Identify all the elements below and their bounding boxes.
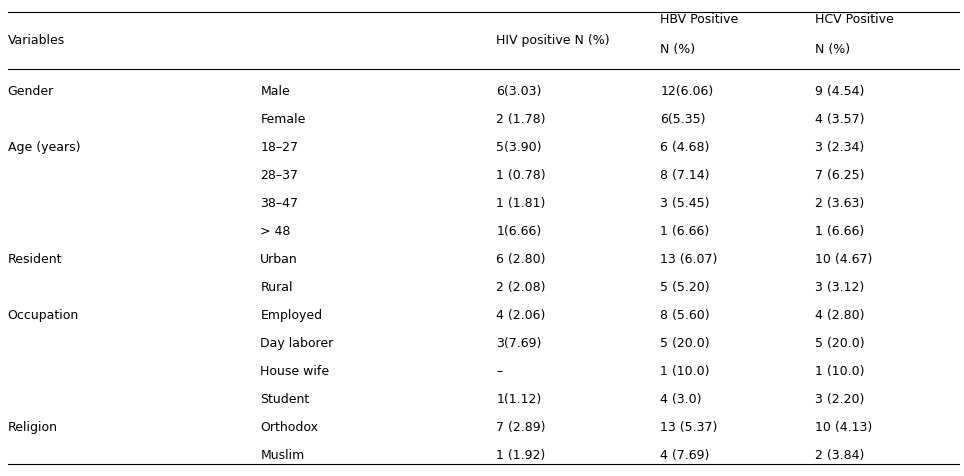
Text: 1 (6.66): 1 (6.66) — [660, 225, 710, 238]
Text: Rural: Rural — [260, 281, 293, 294]
Text: Urban: Urban — [260, 253, 298, 266]
Text: HCV Positive: HCV Positive — [815, 12, 894, 26]
Text: 6(5.35): 6(5.35) — [660, 113, 706, 126]
Text: 12(6.06): 12(6.06) — [660, 85, 713, 98]
Text: 5 (5.20): 5 (5.20) — [660, 281, 710, 294]
Text: 5 (20.0): 5 (20.0) — [660, 337, 710, 350]
Text: 9 (4.54): 9 (4.54) — [815, 85, 864, 98]
Text: Variables: Variables — [8, 34, 65, 47]
Text: Male: Male — [260, 85, 290, 98]
Text: Resident: Resident — [8, 253, 63, 266]
Text: Orthodox: Orthodox — [260, 421, 318, 434]
Text: 4 (7.69): 4 (7.69) — [660, 449, 710, 462]
Text: 38–47: 38–47 — [260, 197, 298, 210]
Text: Employed: Employed — [260, 309, 322, 322]
Text: 28–37: 28–37 — [260, 169, 298, 182]
Text: Student: Student — [260, 393, 309, 406]
Text: Gender: Gender — [8, 85, 54, 98]
Text: N (%): N (%) — [815, 43, 849, 57]
Text: 3(7.69): 3(7.69) — [496, 337, 542, 350]
Text: House wife: House wife — [260, 365, 330, 378]
Text: Age (years): Age (years) — [8, 141, 80, 154]
Text: 10 (4.67): 10 (4.67) — [815, 253, 872, 266]
Text: 6(3.03): 6(3.03) — [496, 85, 542, 98]
Text: 5(3.90): 5(3.90) — [496, 141, 542, 154]
Text: Religion: Religion — [8, 421, 58, 434]
Text: 8 (5.60): 8 (5.60) — [660, 309, 710, 322]
Text: 2 (3.84): 2 (3.84) — [815, 449, 864, 462]
Text: 4 (2.06): 4 (2.06) — [496, 309, 546, 322]
Text: 7 (2.89): 7 (2.89) — [496, 421, 546, 434]
Text: 13 (5.37): 13 (5.37) — [660, 421, 718, 434]
Text: Female: Female — [260, 113, 306, 126]
Text: 1 (10.0): 1 (10.0) — [660, 365, 710, 378]
Text: 13 (6.07): 13 (6.07) — [660, 253, 718, 266]
Text: 2 (1.78): 2 (1.78) — [496, 113, 546, 126]
Text: 1(6.66): 1(6.66) — [496, 225, 542, 238]
Text: 18–27: 18–27 — [260, 141, 298, 154]
Text: 1 (1.92): 1 (1.92) — [496, 449, 546, 462]
Text: 3 (2.20): 3 (2.20) — [815, 393, 864, 406]
Text: 4 (2.80): 4 (2.80) — [815, 309, 864, 322]
Text: 2 (3.63): 2 (3.63) — [815, 197, 864, 210]
Text: 3 (5.45): 3 (5.45) — [660, 197, 710, 210]
Text: 1 (0.78): 1 (0.78) — [496, 169, 546, 182]
Text: 5 (20.0): 5 (20.0) — [815, 337, 864, 350]
Text: 1 (10.0): 1 (10.0) — [815, 365, 864, 378]
Text: 3 (2.34): 3 (2.34) — [815, 141, 864, 154]
Text: N (%): N (%) — [660, 43, 695, 57]
Text: Muslim: Muslim — [260, 449, 305, 462]
Text: Occupation: Occupation — [8, 309, 79, 322]
Text: 3 (3.12): 3 (3.12) — [815, 281, 864, 294]
Text: 2 (2.08): 2 (2.08) — [496, 281, 546, 294]
Text: 10 (4.13): 10 (4.13) — [815, 421, 871, 434]
Text: 6 (2.80): 6 (2.80) — [496, 253, 546, 266]
Text: 6 (4.68): 6 (4.68) — [660, 141, 710, 154]
Text: 1(1.12): 1(1.12) — [496, 393, 542, 406]
Text: 8 (7.14): 8 (7.14) — [660, 169, 710, 182]
Text: HIV positive N (%): HIV positive N (%) — [496, 34, 610, 47]
Text: 7 (6.25): 7 (6.25) — [815, 169, 864, 182]
Text: > 48: > 48 — [260, 225, 291, 238]
Text: 1 (1.81): 1 (1.81) — [496, 197, 546, 210]
Text: –: – — [496, 365, 502, 378]
Text: HBV Positive: HBV Positive — [660, 12, 738, 26]
Text: 1 (6.66): 1 (6.66) — [815, 225, 864, 238]
Text: 4 (3.0): 4 (3.0) — [660, 393, 702, 406]
Text: Day laborer: Day laborer — [260, 337, 334, 350]
Text: 4 (3.57): 4 (3.57) — [815, 113, 864, 126]
